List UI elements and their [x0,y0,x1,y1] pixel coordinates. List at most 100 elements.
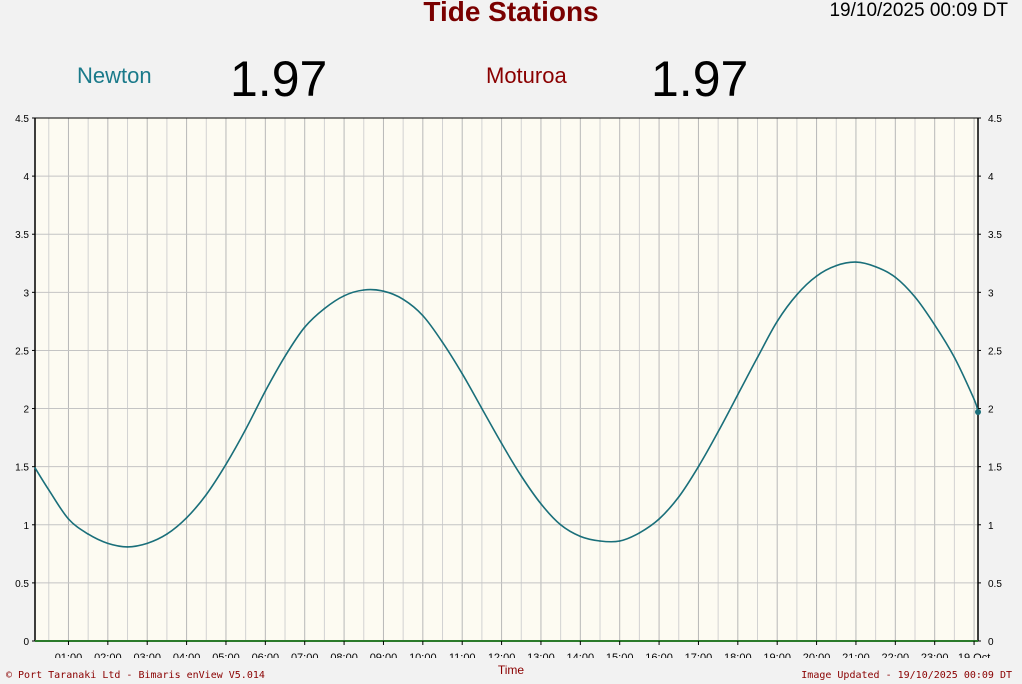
x-tick-label: 07:00 [291,652,319,658]
footer-copyright: © Port Taranaki Ltd - Bimaris enView V5.… [6,670,265,681]
data-point [126,546,129,548]
data-point [914,296,916,298]
x-tick-label: 10:00 [409,652,437,658]
data-point [737,393,739,396]
y-tick-label-right: 2 [988,405,994,416]
data-point [874,265,877,268]
x-tick-label: 21:00 [842,652,870,658]
y-tick-label-right: 4.5 [988,114,1002,125]
data-point [717,431,719,433]
data-point [87,533,89,535]
data-point [303,326,306,328]
x-tick-label: 23:00 [921,652,949,658]
x-tick-label: 15:00 [606,652,634,658]
data-point [796,293,798,296]
y-tick-label-left: 4 [23,172,29,183]
data-point [973,398,975,401]
data-point [697,465,700,468]
y-tick-label-right: 0.5 [988,579,1002,590]
data-point [638,532,641,534]
data-point [205,493,208,496]
x-tick-label: 01:00 [55,652,83,658]
data-point [264,390,267,392]
data-point [343,295,345,297]
data-point [146,542,149,545]
data-point [481,407,483,410]
data-point [422,314,424,317]
x-tick-label: 17:00 [685,652,713,658]
data-point [382,290,385,292]
tide-chart: 0 0 0.5 0.5 1 1 1.5 1.5 2 2 2.5 2.5 3 3 3.5 3.5 4 4 4.5 4.5… [15,114,1002,658]
data-point [284,355,286,358]
y-tick-label-left: 4.5 [15,114,29,125]
x-tick-label: 12:00 [488,652,516,658]
data-point [894,276,897,279]
x-tick-label: 13:00 [527,652,555,658]
x-tick-label: 04:00 [173,652,201,658]
page-title: Tide Stations [423,0,599,27]
station-label-moturoa: Moturoa [486,63,567,88]
series-line-newton [34,261,979,548]
data-point [756,356,759,359]
data-point [579,535,582,538]
y-tick-label-left: 2.5 [15,346,29,357]
x-tick-label: 19 Oct [958,652,990,658]
x-tick-label: 03:00 [133,652,161,658]
footer-updated: Image Updated - 19/10/2025 00:09 DT [801,670,1012,681]
data-point [402,298,404,301]
y-tick-label-right: 3 [988,288,994,299]
data-point [599,540,601,542]
plot-area [35,118,978,641]
y-tick-label-right: 1 [988,521,994,532]
y-tick-label-left: 3 [23,288,29,299]
data-point [47,489,50,491]
data-point [953,356,956,359]
data-point [107,542,109,545]
data-point [244,428,247,431]
y-tick-label-right: 2.5 [988,346,1002,357]
x-tick-label: 14:00 [567,652,595,658]
data-point [677,496,680,498]
data-point [520,475,523,477]
x-tick-label: 02:00 [94,652,122,658]
x-tick-label: 05:00 [212,652,240,658]
x-tick-label: 18:00 [724,652,752,658]
y-tick-label-left: 1.5 [15,463,29,474]
station-label-newton: Newton [77,63,152,88]
y-tick-label-left: 0.5 [15,579,29,590]
data-point [618,540,621,542]
y-tick-label-left: 3.5 [15,230,29,241]
data-point [776,320,778,323]
data-point [835,264,838,267]
data-point [933,324,936,326]
x-tick-label: 19:00 [763,652,791,658]
data-point [855,261,857,263]
x-axis-label: Time [497,663,525,677]
data-point [815,275,818,277]
y-tick-label-right: 4 [988,172,994,183]
data-point [34,467,36,469]
y-tick-label-left: 0 [23,637,29,648]
x-tick-label: 22:00 [882,652,910,658]
data-point [362,289,365,291]
data-point [658,518,660,520]
header-timestamp: 19/10/2025 00:09 DT [829,0,1008,21]
x-tick-label: 08:00 [330,652,358,658]
data-point [166,533,168,535]
y-tick-label-right: 0 [988,637,994,648]
x-tick-label: 09:00 [370,652,398,658]
station-value-moturoa: 1.97 [651,51,749,107]
x-tick-label: 06:00 [252,652,280,658]
y-tick-label-right: 1.5 [988,463,1002,474]
data-point [323,307,326,310]
y-tick-label-left: 1 [23,521,29,532]
data-point [500,442,503,445]
data-point [461,372,464,375]
y-tick-label-left: 2 [23,405,29,416]
station-value-newton: 1.97 [230,51,328,107]
data-point [67,518,70,520]
data-point [185,517,188,519]
x-tick-label: 20:00 [803,652,831,658]
data-point [225,463,227,466]
x-tick-label: 16:00 [645,652,673,658]
